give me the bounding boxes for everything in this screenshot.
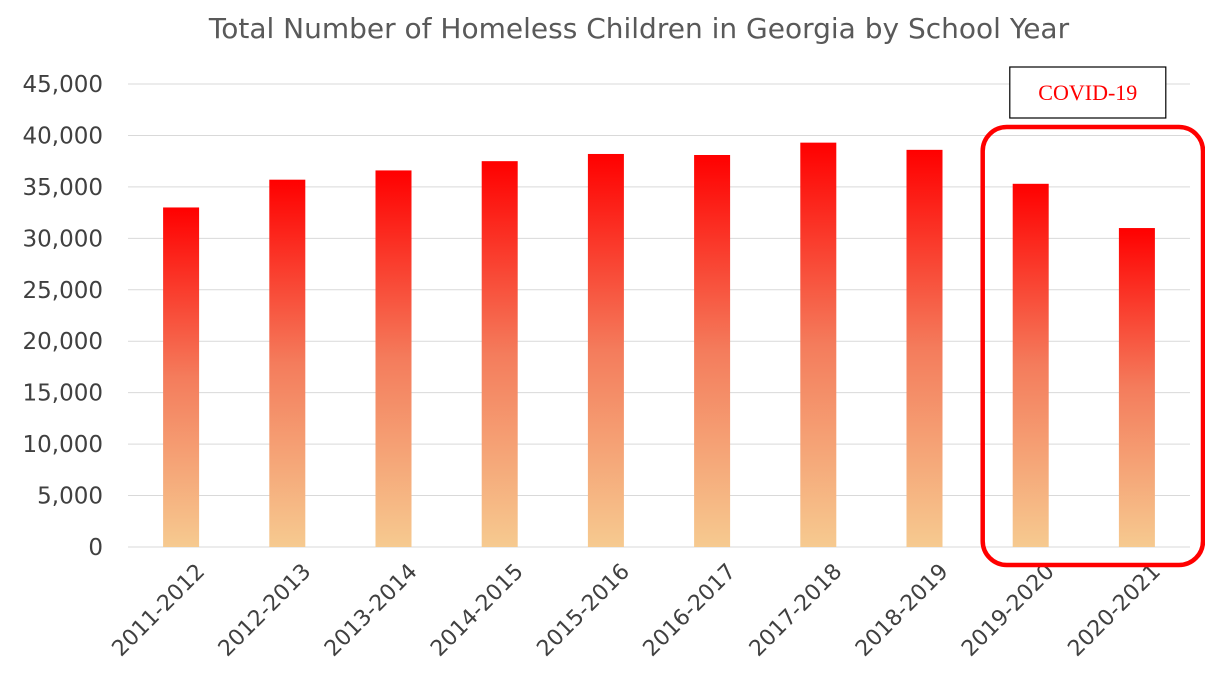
x-tick-label: 2018-2019 [851, 559, 953, 661]
y-tick-label: 40,000 [23, 123, 103, 149]
bar-2014-2015 [481, 161, 518, 547]
y-tick-label: 15,000 [23, 381, 103, 407]
x-tick-label: 2015-2016 [532, 559, 634, 661]
chart-title: Total Number of Homeless Children in Geo… [208, 12, 1070, 45]
bar-2011-2012 [163, 207, 200, 547]
x-tick-label: 2011-2012 [108, 559, 210, 661]
y-tick-label: 25,000 [23, 278, 103, 304]
covid-label: COVID-19 [1038, 80, 1137, 105]
x-axis-ticks: 2011-2012 2012-2013 2013-2014 2014-2015 2015… [108, 559, 1166, 661]
bar-2018-2019 [906, 149, 943, 548]
y-tick-label: 0 [88, 535, 103, 561]
bar-2020-2021 [1118, 228, 1155, 548]
y-tick-label: 5,000 [37, 484, 103, 510]
x-tick-label: 2014-2015 [426, 559, 528, 661]
bars [163, 142, 1155, 548]
y-tick-label: 10,000 [23, 432, 103, 458]
x-tick-label: 2012-2013 [214, 559, 316, 661]
y-tick-label: 20,000 [23, 329, 103, 355]
x-tick-label: 2020-2021 [1063, 559, 1165, 661]
covid-label-box [1009, 66, 1167, 119]
covid-highlight-box [980, 124, 1205, 568]
bar-2017-2018 [800, 142, 837, 547]
bar-2015-2016 [587, 153, 624, 547]
y-tick-label: 35,000 [23, 175, 103, 201]
covid-annotation: COVID-19 [980, 66, 1205, 568]
x-tick-label: 2019-2020 [957, 559, 1059, 661]
x-tick-label: 2016-2017 [639, 559, 741, 661]
y-tick-label: 45,000 [23, 72, 103, 98]
bar-2016-2017 [694, 154, 731, 547]
bar-2013-2014 [375, 170, 412, 547]
bar-2012-2013 [269, 179, 306, 548]
y-tick-label: 30,000 [23, 226, 103, 252]
y-axis-ticks: 0 5,000 10,000 15,000 20,000 25,000 30,000 35,0… [23, 72, 103, 561]
x-tick-label: 2013-2014 [320, 559, 422, 661]
x-tick-label: 2017-2018 [745, 559, 847, 661]
bar-2019-2020 [1012, 183, 1049, 547]
